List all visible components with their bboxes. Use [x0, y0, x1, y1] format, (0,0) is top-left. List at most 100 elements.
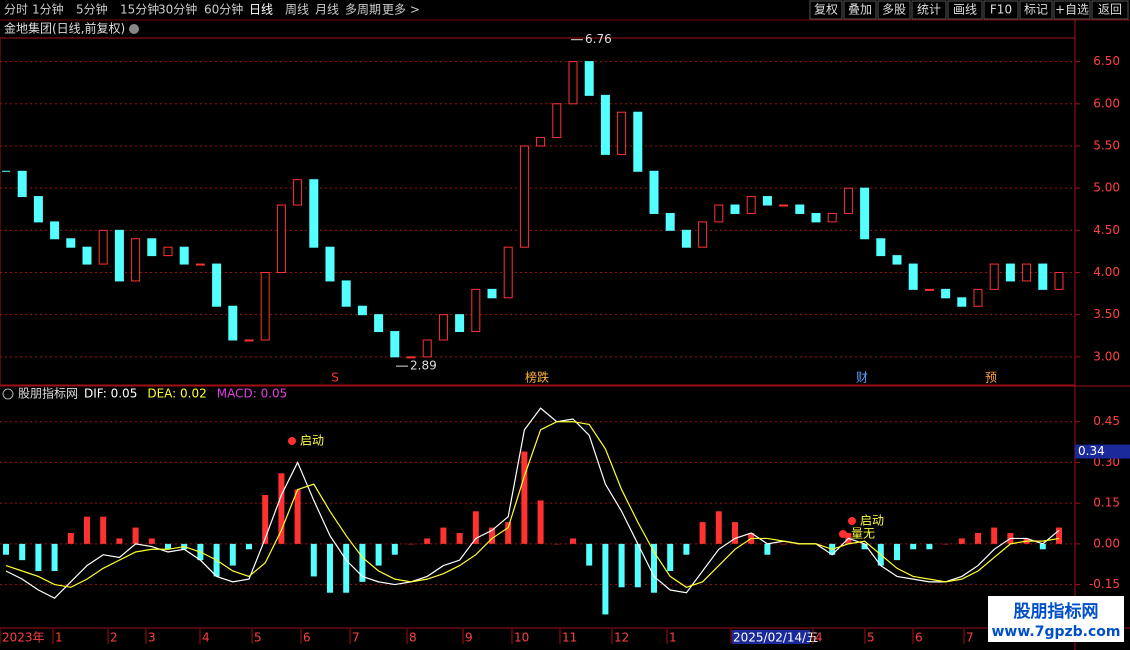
candle [114, 229, 124, 282]
time-label: 12 [614, 631, 629, 645]
event-marker[interactable]: 榜跌 [525, 370, 549, 385]
signal-dot [839, 530, 847, 538]
candle [957, 297, 967, 307]
time-label: 7 [352, 631, 360, 645]
macd-bar [1039, 543, 1046, 550]
indicator-icon[interactable] [2, 388, 14, 400]
period-tab[interactable]: 多周期 [345, 3, 381, 17]
macd-bar [667, 543, 674, 571]
period-tab[interactable]: 分时 [4, 3, 28, 17]
candle [487, 288, 497, 299]
action-label[interactable]: 返回 [1098, 3, 1122, 17]
macd-bar [3, 543, 9, 555]
macd-bar [51, 543, 58, 571]
macd-bar [570, 538, 576, 544]
time-label: 6 [915, 631, 923, 645]
action-label[interactable]: F10 [990, 3, 1012, 17]
macd-bar [780, 543, 787, 545]
time-label: 7 [966, 631, 974, 645]
action-button[interactable] [947, 0, 983, 20]
action-label[interactable]: +自选 [1055, 3, 1089, 17]
action-label[interactable]: 画线 [953, 3, 977, 17]
action-button[interactable] [877, 0, 911, 20]
macd-bar [958, 538, 965, 544]
candle [1038, 263, 1048, 290]
action-button[interactable] [911, 0, 947, 20]
macd-bar [521, 451, 528, 544]
macd-bar [489, 527, 495, 544]
candle [195, 263, 205, 266]
action-button[interactable] [983, 0, 1019, 20]
candle [325, 246, 335, 282]
candle [406, 356, 416, 359]
period-tab[interactable]: 5分钟 [76, 2, 108, 17]
macd-bar [278, 473, 285, 544]
macd-bar [926, 543, 933, 550]
candle [244, 339, 254, 342]
macd-bar [618, 543, 625, 588]
period-tab[interactable]: 1分钟 [32, 2, 64, 17]
action-label[interactable]: 标记 [1024, 3, 1048, 17]
macd-bar [764, 543, 771, 555]
time-label: 5 [254, 631, 262, 645]
action-label[interactable]: 叠加 [848, 3, 872, 17]
macd-bar [116, 538, 123, 544]
action-label[interactable]: 多股 [882, 3, 906, 17]
macd-bar [861, 543, 868, 550]
candle [665, 212, 675, 231]
action-button[interactable] [1019, 0, 1053, 20]
action-button[interactable] [809, 0, 843, 20]
period-tab[interactable]: 30分钟 [158, 2, 197, 17]
candle [438, 314, 448, 341]
macd-bar [683, 543, 690, 555]
time-label: 4 [202, 631, 210, 645]
macd-bar [294, 489, 301, 544]
time-label: 9 [465, 631, 473, 645]
candle [374, 314, 384, 333]
candle [357, 305, 367, 316]
candle [617, 111, 627, 155]
indicator-line [5, 407, 1060, 599]
candle [633, 111, 643, 172]
time-label: 4 [815, 631, 823, 645]
action-label[interactable]: 复权 [814, 3, 838, 17]
macd-bar [553, 543, 560, 545]
macd-bar [148, 538, 155, 544]
candle [924, 288, 934, 291]
candle [1054, 271, 1064, 290]
event-marker[interactable]: S [331, 371, 339, 385]
candle [82, 246, 92, 265]
period-tab[interactable]: 15分钟 [120, 2, 159, 17]
action-button[interactable] [1053, 0, 1091, 20]
macd-bar [991, 527, 998, 544]
signal-dot [848, 517, 856, 525]
event-marker[interactable]: 财 [856, 371, 868, 385]
macd-bar [910, 543, 917, 550]
candle [779, 204, 789, 207]
macd-bar [262, 495, 269, 544]
macd-bar [229, 543, 236, 566]
macd-bar [327, 543, 333, 593]
macd-bar [715, 511, 722, 544]
period-tab[interactable]: 周线 [285, 3, 309, 17]
macd-bar [391, 543, 398, 555]
candle [698, 221, 708, 248]
macd-bar [359, 543, 366, 582]
candle [892, 255, 902, 265]
period-tab[interactable]: 更多 > [382, 3, 420, 17]
action-label[interactable]: 统计 [917, 3, 941, 17]
macd-bar [19, 543, 26, 561]
period-tab[interactable]: 60分钟 [204, 2, 243, 17]
candle [762, 196, 772, 206]
event-marker[interactable]: 预 [985, 371, 997, 385]
title-dropdown[interactable] [129, 24, 139, 34]
period-tab[interactable]: 月线 [315, 3, 339, 17]
period-tab[interactable]: 日线 [249, 3, 273, 17]
candle [212, 263, 222, 307]
candle [341, 280, 351, 307]
action-button[interactable] [1091, 0, 1129, 20]
candle [519, 145, 529, 248]
cursor-box [1075, 444, 1130, 459]
candle [908, 263, 918, 290]
action-button[interactable] [843, 0, 877, 20]
